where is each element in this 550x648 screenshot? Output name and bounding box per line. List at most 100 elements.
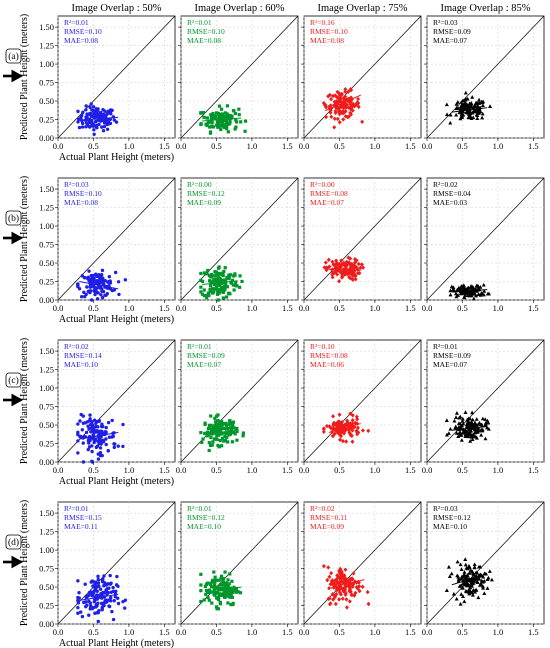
data-point <box>222 592 226 596</box>
data-point <box>474 289 479 293</box>
data-point <box>465 573 470 577</box>
data-point <box>203 584 208 589</box>
x-tick-label: 0.5 <box>334 627 345 637</box>
data-point <box>331 93 336 99</box>
data-point <box>224 282 228 286</box>
x-tick-label: 0.5 <box>88 465 99 475</box>
data-point <box>355 586 360 591</box>
data-point <box>229 427 234 432</box>
data-point <box>477 97 482 102</box>
data-point <box>216 116 220 120</box>
data-point <box>454 431 459 435</box>
fit-line <box>328 269 361 271</box>
data-point <box>332 116 337 121</box>
data-point <box>477 420 482 425</box>
x-tick-label: 1.5 <box>528 465 539 475</box>
y-axis-label: Predicted Plant Height (meters) <box>19 500 30 626</box>
data-point <box>461 594 466 599</box>
data-point <box>339 258 344 263</box>
data-point <box>221 289 226 294</box>
data-point <box>100 268 105 273</box>
data-point <box>211 440 215 444</box>
data-point <box>92 440 96 445</box>
data-point <box>355 417 360 422</box>
data-point <box>335 573 340 578</box>
data-point <box>76 605 80 610</box>
data-point <box>216 282 220 287</box>
data-point <box>222 125 227 130</box>
data-point <box>76 432 80 437</box>
data-point <box>207 279 212 283</box>
data-point <box>84 604 88 609</box>
data-point <box>224 119 229 123</box>
fit-line <box>205 429 238 435</box>
data-point <box>90 274 94 279</box>
data-point <box>330 591 335 597</box>
data-point <box>208 287 212 292</box>
data-point <box>90 423 94 428</box>
data-point <box>478 582 483 587</box>
data-point <box>335 89 340 95</box>
data-point <box>90 420 94 424</box>
data-point <box>199 122 203 126</box>
data-point <box>225 112 229 116</box>
data-point <box>473 107 478 112</box>
data-point <box>104 437 108 441</box>
x-tick-label: 0.5 <box>88 627 99 637</box>
data-point <box>448 112 453 117</box>
data-point <box>107 122 111 126</box>
data-point <box>100 289 104 293</box>
data-point <box>216 112 220 116</box>
one-to-one-line <box>426 501 545 625</box>
data-point <box>458 601 463 606</box>
data-point <box>356 579 361 585</box>
data-point <box>366 601 371 607</box>
stat-label: MAE=0.10 <box>187 522 221 531</box>
data-point <box>462 599 467 604</box>
data-point <box>487 569 492 573</box>
y-tick-label: 0.50 <box>39 258 54 268</box>
data-point <box>93 292 97 297</box>
data-point <box>228 119 232 124</box>
data-point <box>356 100 361 106</box>
x-tick-label: 0.0 <box>176 627 187 637</box>
data-point <box>217 445 221 449</box>
data-point <box>107 435 112 439</box>
data-point <box>481 282 486 287</box>
data-point <box>95 429 99 433</box>
data-point <box>101 112 106 116</box>
data-point <box>466 416 471 421</box>
row-label-box <box>5 210 22 226</box>
data-point <box>211 113 215 117</box>
x-tick-label: 1.0 <box>493 627 504 637</box>
data-point <box>219 107 224 111</box>
stat-label: R²=0.01 <box>64 18 89 27</box>
data-point <box>84 596 88 600</box>
data-point <box>343 590 348 596</box>
data-point <box>103 293 107 297</box>
y-axis-label: Predicted Plant Height (meters) <box>19 176 30 302</box>
data-point <box>102 124 107 129</box>
data-point <box>466 587 471 592</box>
data-point <box>350 584 355 589</box>
data-point <box>462 101 467 106</box>
row-label: (c) <box>8 375 19 386</box>
data-point <box>89 277 94 282</box>
column-title: Image Overlap : 75% <box>317 3 407 14</box>
y-tick-label: 0.75 <box>39 78 54 88</box>
y-tick-label: 0.75 <box>39 402 54 412</box>
data-point <box>199 583 203 587</box>
stat-label: RMSE=0.08 <box>310 351 348 360</box>
data-point <box>454 415 459 419</box>
y-tick-label: 1.00 <box>39 545 54 555</box>
data-point <box>80 125 85 129</box>
one-to-one-line <box>57 177 176 301</box>
data-point <box>343 86 348 92</box>
data-point <box>480 111 485 116</box>
data-point <box>225 593 229 597</box>
data-point <box>199 111 203 115</box>
data-point <box>100 453 104 458</box>
data-point <box>100 422 104 426</box>
stat-label: RMSE=0.09 <box>433 351 471 360</box>
x-tick-label: 0.0 <box>53 141 64 151</box>
